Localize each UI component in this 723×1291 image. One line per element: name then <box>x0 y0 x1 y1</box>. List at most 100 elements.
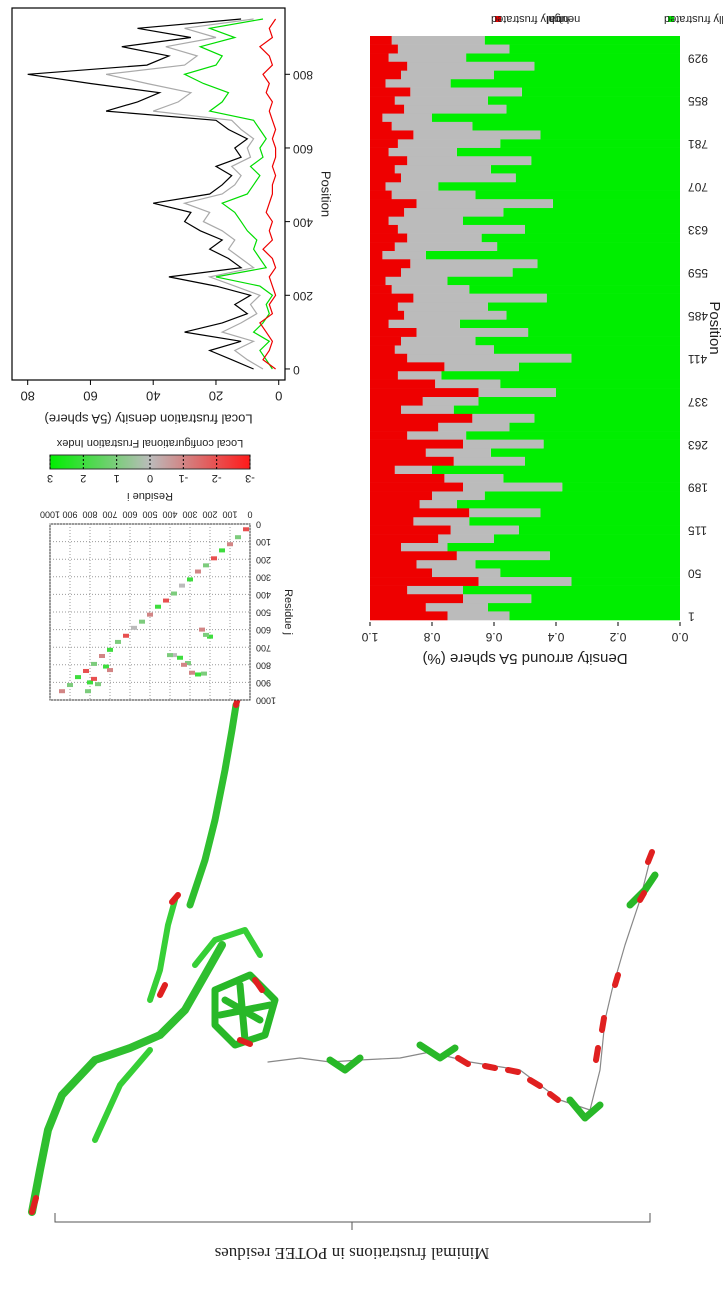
contact-point <box>227 542 233 547</box>
bar-segment <box>370 491 432 501</box>
bar-segment <box>397 370 442 380</box>
x-tick-label: 929 <box>688 51 708 65</box>
bar-segment <box>401 336 476 346</box>
contact-point <box>211 556 217 561</box>
y-axis-label: Density arround 5A sphere (%) <box>422 650 627 667</box>
bar-segment <box>370 508 470 518</box>
contact-point <box>85 689 91 694</box>
contact-point <box>99 654 105 658</box>
bar-segment <box>370 224 398 234</box>
bar-segment <box>556 388 680 398</box>
x-axis-label: Residue i <box>127 490 173 502</box>
bar-segment <box>370 319 389 329</box>
bar-segment <box>503 474 680 483</box>
bar-segment <box>397 302 488 312</box>
contact-point <box>87 680 93 685</box>
bar-segment <box>388 216 463 226</box>
bar-segment <box>432 465 680 475</box>
bar-segment <box>385 78 451 88</box>
y-tick-label: 0.4 <box>547 630 564 644</box>
bar-segment <box>407 233 482 243</box>
bar-segment <box>388 53 467 63</box>
bar-segment <box>401 267 513 277</box>
contact-point <box>155 604 161 609</box>
bar-segment <box>487 602 680 612</box>
contact-point <box>243 527 249 532</box>
bar-segment <box>469 508 541 518</box>
x-tick-label: 559 <box>688 266 708 280</box>
bar-segment <box>407 156 532 166</box>
bar-segment <box>546 293 680 303</box>
bar-segment <box>478 577 572 586</box>
bar-segment <box>425 448 491 458</box>
bar-segment <box>370 379 436 389</box>
bar-segment <box>500 379 680 389</box>
plot-frame <box>11 7 286 381</box>
contact-point <box>203 632 209 637</box>
x-tick-label: 189 <box>688 481 708 495</box>
bar-segment <box>525 224 680 234</box>
bar-segment <box>531 594 680 604</box>
bar-segment <box>370 207 405 217</box>
bar-segment <box>463 216 680 226</box>
bar-segment <box>385 276 448 286</box>
bar-segment <box>370 302 398 312</box>
bar-segment <box>407 353 572 363</box>
bar-segment <box>475 190 680 200</box>
bar-segment <box>540 508 680 518</box>
bar-segment <box>515 173 680 183</box>
bar-segment <box>370 542 401 552</box>
x-tick-label: 263 <box>688 438 708 452</box>
bar-segment <box>478 388 556 398</box>
bar-segment <box>370 516 414 526</box>
contact-point <box>91 676 97 681</box>
bar-segment <box>370 482 463 492</box>
bar-segment <box>370 259 411 269</box>
x-tick-label: 855 <box>688 94 708 108</box>
bar-segment <box>370 250 383 260</box>
density-line <box>258 18 277 370</box>
bar-segment <box>370 233 408 243</box>
contact-point <box>83 668 89 673</box>
contact-point <box>103 664 109 669</box>
bar-segment <box>401 70 494 80</box>
bar-segment <box>370 336 401 346</box>
contact-point <box>171 653 177 658</box>
bar-segment <box>552 199 680 209</box>
bar-segment <box>494 345 680 355</box>
bar-segment <box>397 224 525 234</box>
bar-segment <box>370 585 408 595</box>
colorbar-tick-label: -3 <box>245 472 255 484</box>
x-tick-label: 800 <box>82 510 97 520</box>
legend-swatch <box>668 16 674 22</box>
y-tick-label: 0.2 <box>609 630 626 644</box>
contact-point <box>147 612 153 617</box>
bar-segment <box>391 190 476 200</box>
bar-segment <box>463 482 563 492</box>
bar-segment <box>438 182 680 191</box>
y-tick-label: 80 <box>20 389 34 404</box>
bar-segment <box>543 439 680 449</box>
bar-segment <box>425 250 680 260</box>
colorbar-tick-label: 1 <box>114 472 120 484</box>
x-tick-label: 300 <box>182 510 197 520</box>
bar-segment <box>500 139 680 148</box>
bar-segment <box>370 173 401 183</box>
x-tick-label: 400 <box>293 215 313 229</box>
bar-segment <box>435 379 501 389</box>
x-tick-label: 50 <box>688 567 702 581</box>
colorbar-tick-label: 2 <box>80 472 86 484</box>
contact-point <box>207 634 213 639</box>
bar-segment <box>463 585 680 595</box>
x-tick-label: 115 <box>688 524 707 538</box>
bar-segment <box>370 44 398 54</box>
y-tick-label: 1.0 <box>361 630 378 644</box>
x-axis-label: Position <box>319 171 334 217</box>
bar-segment <box>407 585 463 595</box>
x-tick-label: 0 <box>293 363 300 377</box>
x-tick-label: 600 <box>122 510 137 520</box>
bar-segment <box>370 568 432 578</box>
bar-segment <box>506 310 680 320</box>
bar-segment <box>432 568 501 578</box>
contact-point <box>75 675 81 680</box>
